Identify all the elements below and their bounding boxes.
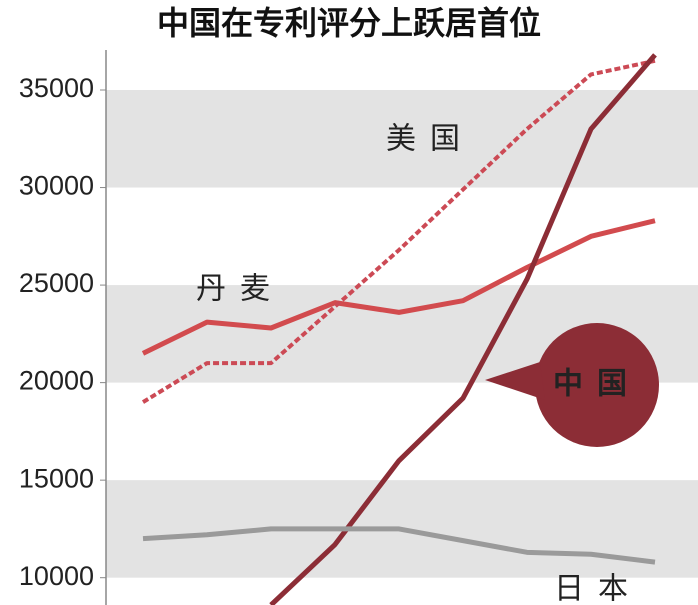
series-line [141, 58, 656, 404]
series-label: 美国 [386, 122, 474, 157]
y-tick-label: 35000 [19, 73, 94, 103]
series-line [142, 526, 656, 565]
series-label: 丹麦 [196, 272, 284, 307]
y-tick-label: 20000 [19, 366, 94, 396]
series-line [269, 53, 657, 605]
y-tick-label: 15000 [19, 463, 94, 493]
callout-pointer [485, 362, 545, 400]
series-label: 日本 [554, 572, 642, 605]
series-label: 中国 [553, 367, 641, 402]
y-tick-label: 10000 [19, 561, 94, 591]
chart-title: 中国在专利评分上跃居首位 [157, 4, 541, 42]
grid-band [106, 90, 698, 188]
callout-bubble [535, 323, 659, 447]
y-tick-label: 25000 [19, 268, 94, 298]
series-line [141, 218, 656, 356]
y-tick-label: 30000 [19, 171, 94, 201]
